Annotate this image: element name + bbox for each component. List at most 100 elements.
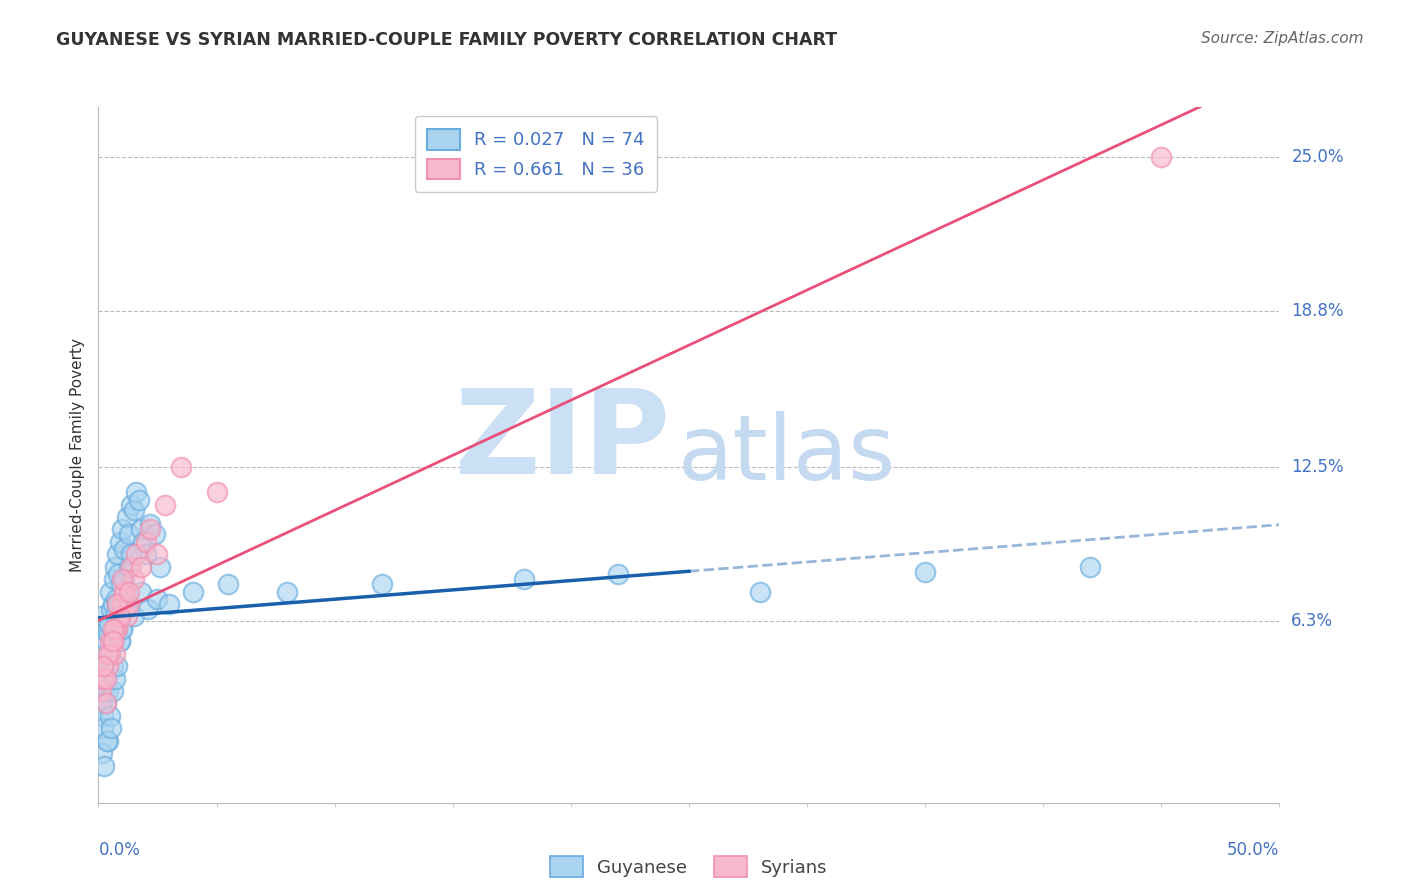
Point (98, 647, 121, 661)
Point (91, 746, 114, 760)
Point (104, 622, 127, 636)
Point (139, 517, 162, 532)
Point (91, 659, 114, 673)
Point (101, 634, 124, 648)
Point (135, 535, 157, 549)
Text: 0.0%: 0.0% (98, 841, 141, 859)
Point (153, 498, 176, 512)
Point (101, 597, 124, 611)
Point (1150, 150, 1173, 164)
Point (125, 547, 148, 561)
Point (121, 547, 143, 561)
Point (94, 697, 117, 711)
Point (97, 647, 120, 661)
Point (121, 559, 143, 574)
Point (108, 535, 131, 549)
Point (108, 609, 131, 624)
Text: 6.3%: 6.3% (1291, 613, 1333, 631)
Point (122, 502, 145, 516)
Point (98, 616, 121, 631)
Point (96, 622, 118, 636)
Point (101, 634, 124, 648)
Point (100, 721, 122, 735)
Point (121, 498, 143, 512)
Point (108, 634, 131, 648)
Point (118, 584, 141, 599)
Point (112, 542, 135, 557)
Point (104, 672, 127, 686)
Point (90, 684, 112, 698)
Point (111, 523, 134, 537)
Point (94, 672, 117, 686)
Point (112, 572, 135, 586)
Point (122, 572, 145, 586)
Point (118, 559, 141, 574)
Text: atlas: atlas (678, 411, 896, 499)
Text: GUYANESE VS SYRIAN MARRIED-COUPLE FAMILY POVERTY CORRELATION CHART: GUYANESE VS SYRIAN MARRIED-COUPLE FAMILY… (56, 31, 838, 49)
Text: Source: ZipAtlas.com: Source: ZipAtlas.com (1201, 31, 1364, 46)
Point (914, 565, 936, 579)
Point (105, 622, 128, 636)
Point (96, 733, 118, 747)
Point (97, 627, 120, 641)
Point (93, 684, 115, 698)
Point (143, 527, 166, 541)
Point (115, 597, 138, 611)
Y-axis label: Married-Couple Family Poverty: Married-Couple Family Poverty (70, 338, 86, 572)
Point (108, 609, 131, 624)
Point (139, 523, 162, 537)
Point (115, 609, 138, 624)
Point (91, 659, 114, 673)
Point (132, 535, 155, 549)
Point (105, 659, 128, 673)
Point (129, 559, 152, 574)
Point (97, 659, 120, 673)
Point (111, 597, 134, 611)
Point (170, 460, 193, 475)
Point (98, 634, 121, 648)
Point (90, 609, 112, 624)
Point (98, 584, 121, 599)
Point (112, 584, 135, 599)
Point (91, 708, 114, 723)
Point (371, 577, 394, 591)
Point (111, 622, 134, 636)
Point (1080, 559, 1102, 574)
Point (101, 659, 124, 673)
Point (111, 622, 134, 636)
Point (104, 609, 127, 624)
Point (101, 622, 124, 636)
Point (97, 684, 120, 698)
Point (91, 672, 114, 686)
Point (98, 708, 121, 723)
Point (94, 634, 117, 648)
Point (276, 584, 298, 599)
Point (129, 584, 152, 599)
Point (136, 602, 159, 616)
Point (607, 567, 630, 582)
Point (105, 597, 128, 611)
Point (115, 584, 138, 599)
Point (118, 597, 141, 611)
Point (128, 492, 150, 507)
Point (205, 485, 228, 500)
Text: ZIP: ZIP (456, 384, 671, 499)
Point (105, 547, 128, 561)
Point (100, 602, 122, 616)
Point (107, 567, 129, 582)
Point (104, 647, 127, 661)
Point (91, 647, 114, 661)
Point (122, 609, 145, 624)
Point (115, 510, 138, 524)
Point (110, 577, 132, 591)
Point (90, 697, 112, 711)
Point (91, 721, 114, 735)
Point (97, 733, 120, 747)
Point (149, 559, 172, 574)
Point (112, 584, 135, 599)
Point (157, 597, 180, 611)
Text: 50.0%: 50.0% (1227, 841, 1279, 859)
Point (104, 559, 127, 574)
Point (94, 672, 117, 686)
Point (111, 572, 134, 586)
